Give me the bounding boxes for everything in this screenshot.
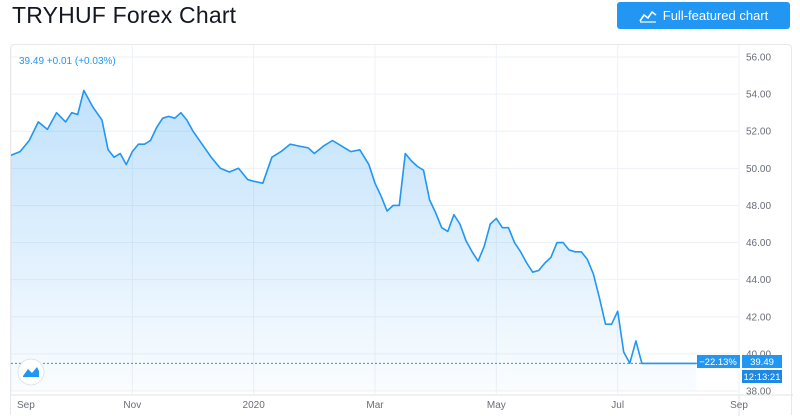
x-tick-label: Nov — [123, 400, 141, 411]
y-axis: 56.00 54.00 52.00 50.00 48.00 46.00 44.00 42.00… — [746, 53, 771, 398]
y-tick-label: 40.00 — [746, 349, 771, 360]
y-tick-label: 52.00 — [746, 127, 771, 138]
y-tick-label: 48.00 — [746, 201, 771, 212]
y-tick-label: 46.00 — [746, 238, 771, 249]
x-axis: Sep Nov 2020 Mar May Jul Sep — [17, 400, 748, 411]
last-price-text: 39.49 — [750, 357, 774, 368]
y-tick-label: 44.00 — [746, 275, 771, 286]
time-tag-text: 12:13:21 — [744, 372, 781, 383]
x-tick-label: Sep — [730, 400, 748, 411]
y-tick-label: 56.00 — [746, 53, 771, 64]
tradingview-logo-button[interactable] — [17, 358, 45, 386]
price-chart[interactable]: 56.00 54.00 52.00 50.00 48.00 46.00 44.00 42.00… — [11, 45, 793, 416]
x-tick-label: May — [487, 400, 506, 411]
page-title: TRYHUF Forex Chart — [12, 2, 237, 28]
chart-legend: 39.49 +0.01 (+0.03%) — [19, 56, 116, 67]
y-tick-label: 50.00 — [746, 164, 771, 175]
x-tick-label: Jul — [611, 400, 624, 411]
full-featured-chart-button[interactable]: Full-featured chart — [617, 2, 790, 29]
y-tick-label: 38.00 — [746, 387, 771, 398]
price-area-fill — [11, 90, 697, 392]
y-tick-label: 42.00 — [746, 312, 771, 323]
change-tag-text: −22.13% — [699, 357, 737, 368]
time-tag: 12:13:21 — [742, 370, 782, 383]
full-featured-chart-label: Full-featured chart — [662, 8, 769, 23]
x-tick-label: Mar — [366, 400, 384, 411]
change-tag: −22.13% — [697, 355, 740, 368]
last-price-tag: 39.49 — [742, 355, 782, 368]
chart-panel[interactable]: 56.00 54.00 52.00 50.00 48.00 46.00 44.00 42.00… — [10, 44, 793, 416]
x-tick-label: Sep — [17, 400, 35, 411]
x-tick-label: 2020 — [243, 400, 266, 411]
price-line — [11, 89, 697, 365]
tradingview-logo-icon — [23, 367, 39, 377]
chart-line-icon — [639, 10, 657, 23]
y-tick-label: 54.00 — [746, 90, 771, 101]
